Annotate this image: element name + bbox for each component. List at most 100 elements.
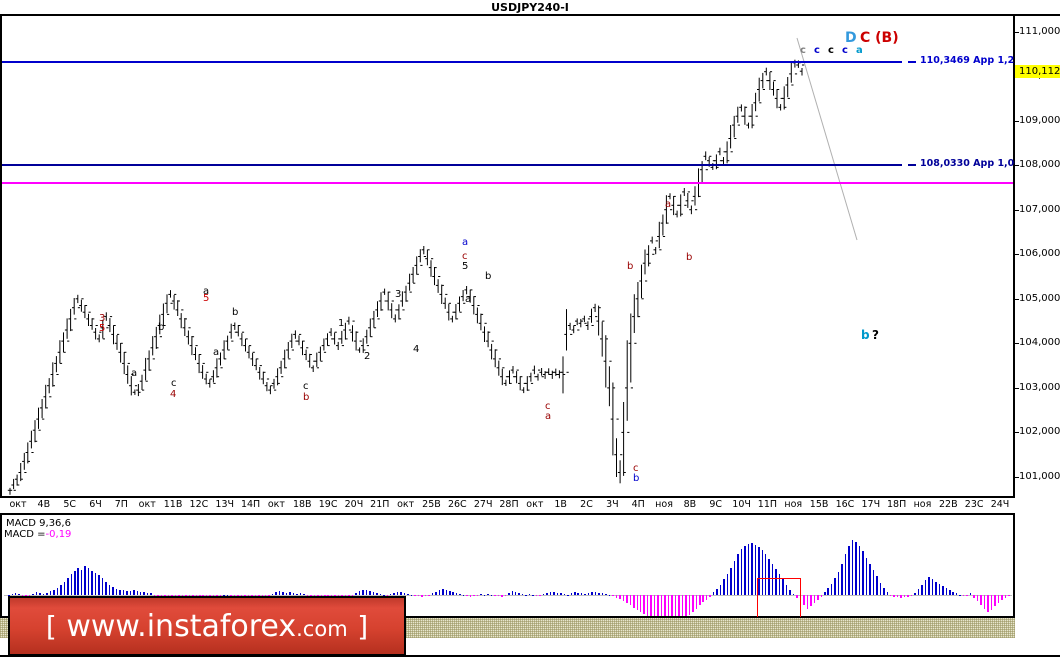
macd-histogram-bar bbox=[674, 595, 677, 626]
macd-histogram-bar bbox=[560, 593, 562, 595]
macd-histogram-bar bbox=[449, 591, 451, 595]
macd-histogram-bar bbox=[105, 581, 107, 595]
price-axis-tick bbox=[1015, 209, 1019, 211]
macd-histogram-bar bbox=[785, 584, 788, 595]
macd-histogram-bar bbox=[546, 592, 548, 595]
wave-label: c bbox=[303, 381, 309, 392]
wave-label: a bbox=[545, 411, 552, 422]
banner-url: www.instaforex bbox=[66, 608, 297, 644]
macd-histogram-bar bbox=[369, 591, 371, 595]
wave-subletter: c bbox=[828, 45, 834, 56]
macd-histogram-bar bbox=[400, 592, 402, 595]
macd-histogram-bar bbox=[657, 595, 659, 621]
macd-histogram-bar bbox=[598, 592, 600, 595]
time-axis-label: 10Ч bbox=[732, 499, 751, 510]
macd-histogram-bar bbox=[146, 592, 149, 595]
macd-histogram-bar bbox=[601, 593, 604, 595]
wave-label: b bbox=[485, 271, 492, 282]
macd-histogram-bar bbox=[376, 593, 378, 595]
macd-histogram-bar bbox=[1004, 595, 1007, 598]
macd-histogram-bar bbox=[584, 594, 586, 595]
macd-histogram-bar bbox=[372, 592, 375, 595]
price-candlestick-plot bbox=[7, 37, 858, 495]
macd-histogram-bar bbox=[955, 593, 958, 595]
time-axis-label: 4В bbox=[37, 499, 51, 510]
time-axis-label: 27Ч bbox=[473, 499, 493, 510]
macd-selection-box[interactable] bbox=[757, 578, 801, 618]
macd-histogram-bar bbox=[396, 591, 399, 595]
macd-histogram-bar bbox=[185, 595, 187, 597]
price-level-line[interactable] bbox=[2, 60, 902, 63]
macd-histogram-bar bbox=[306, 595, 309, 596]
macd-histogram-bar bbox=[351, 595, 354, 596]
wave-subletter: c bbox=[800, 45, 806, 56]
price-chart-pane[interactable] bbox=[0, 16, 1014, 497]
macd-histogram-bar bbox=[987, 595, 989, 612]
wave-label: b bbox=[627, 261, 634, 272]
macd-histogram-bar bbox=[834, 578, 836, 595]
macd-histogram-bar bbox=[949, 589, 951, 595]
instaforex-banner[interactable]: [ www.instaforex.com ] bbox=[8, 596, 406, 656]
macd-histogram-bar bbox=[702, 595, 704, 603]
macd-histogram-bar bbox=[792, 594, 795, 595]
macd-histogram-bar bbox=[21, 595, 24, 596]
macd-histogram-bar bbox=[646, 595, 649, 616]
time-axis[interactable]: окт 4В 5С 6Ч 7П окт 11В 12С 13Ч 14П окт 18В 19С 20Ч 21… bbox=[0, 498, 1015, 514]
macd-histogram-bar bbox=[1008, 595, 1010, 596]
time-axis-label: 19С bbox=[318, 499, 338, 510]
macd-histogram-bar bbox=[296, 594, 298, 595]
macd-histogram-bar bbox=[216, 595, 218, 596]
macd-histogram-bar bbox=[688, 595, 691, 615]
macd-histogram-bar bbox=[542, 594, 545, 595]
macd-histogram-bar bbox=[775, 569, 777, 595]
macd-histogram-bar bbox=[28, 595, 31, 596]
macd-histogram-bar bbox=[35, 592, 38, 595]
time-axis-label: 25В bbox=[422, 499, 441, 510]
macd-histogram-bar bbox=[660, 595, 663, 623]
macd-histogram-bar bbox=[46, 592, 48, 595]
price-level-line[interactable] bbox=[2, 163, 902, 166]
macd-histogram-bar bbox=[858, 546, 861, 595]
wave-label: a bbox=[665, 199, 672, 210]
time-axis-label: 13Ч bbox=[215, 499, 235, 510]
wave-label: a bbox=[462, 237, 469, 248]
macd-histogram-bar bbox=[14, 592, 17, 595]
macd-histogram-bar bbox=[761, 550, 764, 595]
time-axis-label: 14П bbox=[240, 499, 261, 510]
macd-histogram-bar bbox=[438, 590, 441, 595]
macd-histogram-bar bbox=[594, 592, 597, 595]
macd-histogram-bar bbox=[56, 587, 59, 595]
macd-histogram-bar bbox=[320, 595, 323, 597]
macd-histogram-bar bbox=[712, 592, 715, 595]
macd-histogram-bar bbox=[824, 591, 826, 595]
time-axis-label: 15В bbox=[809, 499, 829, 510]
macd-histogram-bar bbox=[219, 595, 222, 596]
price-level-label: 110,3469 App 1,272 bbox=[920, 54, 1028, 66]
macd-histogram-bar bbox=[244, 595, 246, 597]
time-axis-divider bbox=[0, 513, 1015, 515]
macd-histogram-bar bbox=[497, 595, 500, 596]
price-axis[interactable]: 111,000110,000109,000108,000107,000106,0… bbox=[1015, 16, 1060, 497]
macd-histogram-bar bbox=[580, 593, 583, 595]
macd-histogram-bar bbox=[754, 544, 757, 595]
macd-histogram-bar bbox=[101, 578, 104, 595]
price-level-line[interactable] bbox=[2, 182, 1013, 185]
wave-label-D: D bbox=[845, 30, 857, 46]
macd-histogram-bar bbox=[570, 593, 573, 595]
title-divider bbox=[0, 14, 1060, 16]
macd-histogram-bar bbox=[18, 594, 20, 595]
macd-histogram-bar bbox=[532, 594, 534, 596]
macd-histogram-bar bbox=[942, 585, 944, 595]
macd-histogram-bar bbox=[435, 591, 437, 595]
macd-histogram-bar bbox=[605, 594, 607, 595]
macd-histogram-bar bbox=[348, 595, 350, 597]
wave-label: a bbox=[203, 286, 210, 297]
macd-histogram-bar bbox=[535, 595, 538, 596]
time-axis-label: 5С bbox=[63, 499, 77, 510]
macd-histogram-bar bbox=[122, 589, 125, 595]
macd-histogram-bar bbox=[299, 593, 302, 595]
macd-histogram-bar bbox=[705, 595, 708, 600]
wave-label: b bbox=[232, 307, 239, 318]
macd-histogram-bar bbox=[490, 594, 493, 596]
macd-histogram-bar bbox=[87, 568, 90, 595]
